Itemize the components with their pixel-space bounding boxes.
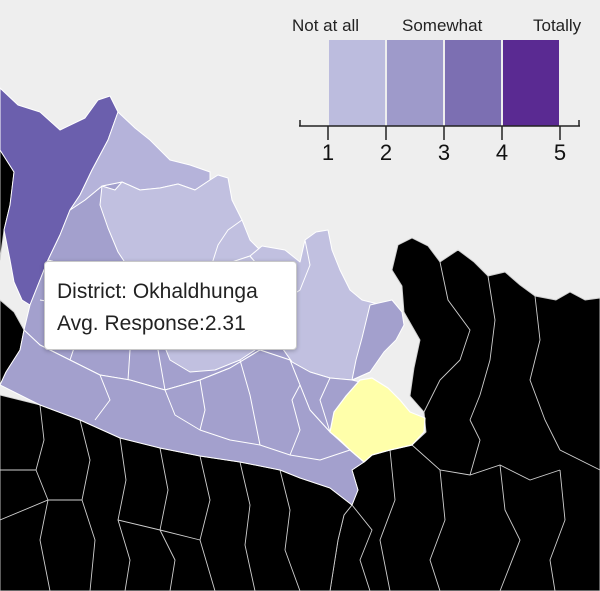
district-tooltip: District: Okhaldhunga Avg. Response:2.31 — [44, 261, 297, 350]
legend-tick-label-3: 3 — [437, 140, 451, 165]
legend-swatch-4-5 — [503, 40, 559, 126]
legend-label-totally: Totally — [533, 16, 582, 35]
legend-axis — [299, 120, 580, 140]
tooltip-district-label: District: — [57, 280, 133, 303]
tooltip-response-value: 2.31 — [204, 312, 246, 335]
legend-tick-label-5: 5 — [553, 140, 567, 165]
no-data-borders — [0, 261, 600, 591]
tooltip-response-row: Avg. Response:2.31 — [57, 308, 296, 340]
tooltip-district-value: Okhaldhunga — [132, 280, 258, 303]
district-east-1[interactable] — [351, 299, 405, 381]
district-south-center[interactable] — [164, 349, 351, 461]
legend: Not at all Somewhat Totally 1 2 3 4 5 — [280, 10, 600, 180]
district-okhaldhunga-highlighted[interactable] — [329, 377, 426, 463]
legend-swatch-2-3 — [387, 40, 443, 126]
legend-swatch-3-4 — [445, 40, 501, 126]
legend-label-not-at-all: Not at all — [292, 16, 360, 35]
legend-tick-label-2: 2 — [379, 140, 393, 165]
legend-tick-label-4: 4 — [495, 140, 509, 165]
tooltip-district-row: District: Okhaldhunga — [57, 276, 296, 308]
legend-tick-label-1: 1 — [321, 140, 335, 165]
legend-swatch-1-2 — [329, 40, 385, 126]
tooltip-response-label: Avg. Response: — [57, 312, 205, 335]
legend-label-somewhat: Somewhat — [402, 16, 483, 35]
